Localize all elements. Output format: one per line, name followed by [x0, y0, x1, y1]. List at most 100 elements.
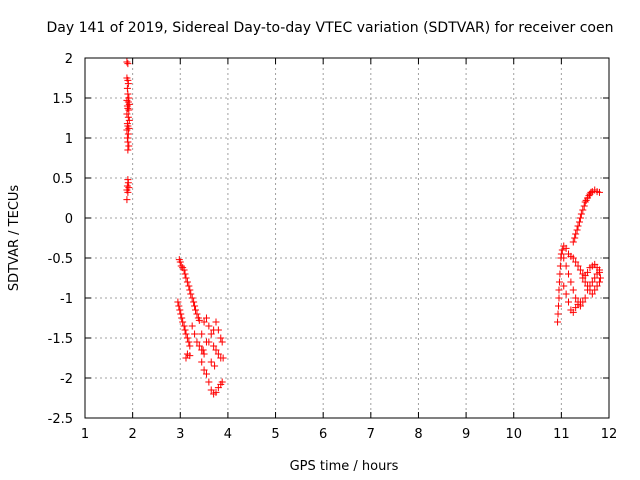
data-point: [555, 287, 562, 294]
data-point: [579, 207, 586, 214]
data-point: [126, 117, 133, 124]
x-tick-label: 5: [271, 427, 279, 442]
data-series: [123, 59, 604, 398]
y-tick-label: 1: [65, 132, 73, 147]
data-point: [555, 295, 562, 302]
data-point: [208, 359, 215, 366]
data-point: [182, 327, 189, 334]
data-point: [191, 303, 198, 310]
y-tick-label: 1.5: [52, 92, 73, 107]
data-point: [198, 331, 205, 338]
data-point: [186, 287, 193, 294]
y-tick-label: -1.5: [48, 332, 73, 347]
data-point: [217, 335, 224, 342]
sdtvar-scatter-chart: Day 141 of 2019, Sidereal Day-to-day VTE…: [0, 0, 640, 480]
data-point: [570, 239, 577, 246]
x-tick-label: 2: [128, 427, 136, 442]
data-point: [182, 331, 189, 338]
data-point: [181, 323, 188, 330]
data-point: [184, 335, 191, 342]
data-point: [123, 196, 130, 203]
data-point: [215, 327, 222, 334]
data-point: [575, 223, 582, 230]
data-point: [124, 139, 131, 146]
data-point: [190, 299, 197, 306]
data-point: [187, 291, 194, 298]
x-tick-label: 4: [224, 427, 232, 442]
data-point: [178, 315, 185, 322]
data-point: [198, 359, 205, 366]
data-point: [567, 279, 574, 286]
data-point: [213, 319, 220, 326]
data-point: [219, 339, 226, 346]
data-point: [577, 215, 584, 222]
data-point: [191, 331, 198, 338]
data-point: [597, 275, 604, 282]
data-point: [565, 271, 572, 278]
y-tick-label: 2: [65, 52, 73, 67]
data-point: [125, 114, 132, 121]
data-point: [563, 263, 570, 270]
y-tick-label: -0.5: [48, 252, 73, 267]
data-point: [124, 147, 131, 154]
data-point: [563, 291, 570, 298]
data-point: [184, 279, 191, 286]
data-point: [554, 319, 561, 326]
y-tick-label: -1: [60, 292, 73, 307]
data-point: [556, 279, 563, 286]
data-point: [576, 219, 583, 226]
data-point: [571, 235, 578, 242]
data-point: [123, 59, 130, 66]
data-point: [185, 339, 192, 346]
data-point: [193, 311, 200, 318]
data-point: [125, 131, 132, 138]
chart-title: Day 141 of 2019, Sidereal Day-to-day VTE…: [47, 20, 614, 36]
grid-lines: [85, 58, 609, 418]
data-point: [123, 111, 130, 118]
y-axis-label: SDTVAR / TECUs: [7, 185, 22, 292]
data-point: [177, 311, 184, 318]
x-tick-label: 12: [601, 427, 618, 442]
data-point: [124, 60, 131, 67]
y-axis-ticks: 2 1.5 1 0.5 0 -0.5 -1 -1.5 -2 -2.5: [48, 52, 609, 427]
data-point: [205, 323, 212, 330]
x-tick-label: 6: [319, 427, 327, 442]
y-tick-label: -2.5: [48, 412, 73, 427]
plot-frame: [85, 58, 609, 418]
x-tick-label: 8: [414, 427, 422, 442]
x-tick-label: 1: [81, 427, 89, 442]
x-axis-label: GPS time / hours: [290, 459, 399, 474]
data-point: [125, 80, 132, 87]
data-point: [185, 283, 192, 290]
data-point: [182, 275, 189, 282]
x-tick-label: 10: [505, 427, 522, 442]
data-point: [124, 91, 131, 98]
data-point: [186, 343, 193, 350]
data-point: [570, 287, 577, 294]
data-point: [205, 379, 212, 386]
data-point: [189, 295, 196, 302]
data-point: [200, 347, 207, 354]
data-point: [175, 303, 182, 310]
x-tick-label: 3: [176, 427, 184, 442]
data-point: [581, 203, 588, 210]
y-tick-label: 0: [65, 212, 73, 227]
data-point: [125, 107, 132, 114]
data-point: [572, 231, 579, 238]
data-point: [565, 299, 572, 306]
data-point: [176, 307, 183, 314]
data-point: [125, 143, 132, 150]
data-point: [556, 271, 563, 278]
y-tick-label: -2: [60, 372, 73, 387]
x-tick-label: 9: [462, 427, 470, 442]
y-tick-label: 0.5: [52, 172, 73, 187]
x-tick-label: 7: [367, 427, 375, 442]
data-point: [182, 271, 189, 278]
data-point: [559, 247, 566, 254]
data-point: [189, 323, 196, 330]
data-point: [555, 311, 562, 318]
data-point: [578, 211, 585, 218]
x-axis-ticks: 1 2 3 4 5 6 7 8 9 10 11 12: [81, 58, 617, 442]
x-tick-label: 11: [553, 427, 570, 442]
data-point: [211, 363, 218, 370]
